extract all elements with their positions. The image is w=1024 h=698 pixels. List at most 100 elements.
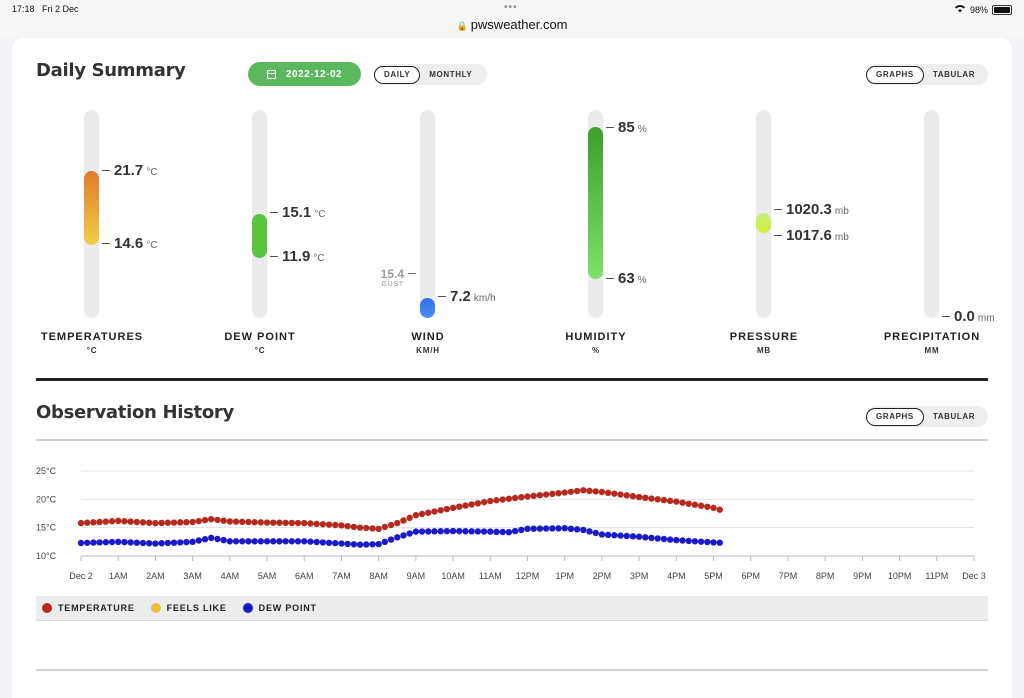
series-point <box>381 538 389 546</box>
series-point <box>214 535 221 543</box>
series-point <box>691 538 699 545</box>
main-card: Daily Summary 2022-12-02 DAILY MONTHLY G… <box>12 38 1012 698</box>
series-point <box>270 519 277 526</box>
x-tick-label: 1PM <box>555 571 574 581</box>
x-tick-label: Dec 2 <box>69 571 93 581</box>
series-point <box>536 491 544 499</box>
temperature-label: TEMPERATURES <box>40 331 144 343</box>
daily-summary-title: Daily Summary <box>36 60 186 81</box>
more-dots-icon[interactable]: ••• <box>504 2 518 13</box>
series-point <box>592 488 599 495</box>
series-point <box>177 539 184 546</box>
series-point <box>437 507 444 514</box>
series-point <box>369 525 376 532</box>
series-point <box>542 491 550 498</box>
series-point <box>282 538 289 545</box>
feels-like-legend-dot <box>150 603 161 613</box>
series-point <box>220 517 227 524</box>
series-point <box>356 524 364 531</box>
series-point <box>189 518 196 526</box>
series-point <box>183 518 190 526</box>
tabular-tab[interactable]: TABULAR <box>932 70 976 79</box>
series-point <box>611 490 618 497</box>
series-point <box>170 519 178 526</box>
series-point <box>505 495 513 502</box>
series-point <box>480 528 488 535</box>
series-point <box>294 519 302 527</box>
series-point <box>294 538 302 545</box>
series-point <box>387 521 395 529</box>
series-point <box>555 489 562 497</box>
graphs-tab[interactable]: GRAPHS <box>866 65 924 84</box>
series-point <box>493 528 500 536</box>
history-view-toggle: GRAPHS TABULAR <box>866 406 988 427</box>
daily-tab[interactable]: DAILY <box>374 65 421 84</box>
daily-view-toggle: GRAPHS TABULAR <box>866 64 988 85</box>
date-picker-button[interactable]: 2022-12-02 <box>248 62 361 86</box>
precipitation-value: 0.0 mm <box>942 308 995 325</box>
series-point <box>567 488 575 495</box>
series-point <box>499 528 506 536</box>
monthly-tab[interactable]: MONTHLY <box>429 70 473 79</box>
series-point <box>158 540 165 547</box>
series-point <box>493 497 500 504</box>
history-tabular-tab[interactable]: TABULAR <box>932 412 976 421</box>
series-point <box>604 531 612 539</box>
series-point <box>468 528 475 535</box>
series-point <box>679 499 686 506</box>
series-point <box>220 536 227 544</box>
x-tick-label: 5PM <box>704 571 723 581</box>
footer-rule <box>36 669 988 671</box>
series-point <box>716 506 723 513</box>
x-tick-label: 1AM <box>109 571 128 581</box>
legend-feels-like[interactable]: FEELS LIKE <box>150 603 227 613</box>
series-point <box>257 538 265 545</box>
wind-track <box>420 110 435 318</box>
series-point <box>542 525 550 532</box>
series-point <box>96 518 103 526</box>
series-point <box>660 535 668 543</box>
series-point <box>189 538 196 546</box>
series-point <box>90 519 97 526</box>
observation-chart[interactable]: 25°C 20°C 15°C 10°C Dec 2 1AM 2AM 3AM 4AM 5AM 6AM 7… <box>12 458 1012 593</box>
humidity-high: 85% <box>606 119 647 136</box>
legend-dew-point[interactable]: DEW POINT <box>242 603 317 613</box>
x-tick-label: 7PM <box>779 571 798 581</box>
series-point <box>499 496 506 503</box>
series-point <box>263 519 271 526</box>
temperature-unit-label: °C <box>86 346 98 355</box>
pressure-track <box>756 110 771 318</box>
address-bar[interactable]: 🔒 pwsweather.com <box>0 17 1024 32</box>
series-point <box>239 518 246 526</box>
precipitation-unit-label: MM <box>924 346 940 355</box>
series-point <box>263 538 271 545</box>
series-point <box>319 539 327 546</box>
series-point <box>518 526 525 534</box>
series-point <box>635 493 643 501</box>
series-point <box>394 534 401 541</box>
legend-temperature[interactable]: TEMPERATURE <box>42 603 135 613</box>
series-point <box>648 534 655 542</box>
series-point <box>406 530 413 537</box>
y-tick-label: 10°C <box>36 551 57 561</box>
humidity-unit-label: % <box>592 346 600 355</box>
section-divider <box>36 378 988 381</box>
battery-percent: 98% <box>969 4 988 15</box>
x-tick-label: 3PM <box>630 571 649 581</box>
series-point <box>115 538 122 546</box>
series-point <box>84 519 91 526</box>
gust-label: GUST <box>381 281 404 288</box>
series-point <box>201 516 209 524</box>
series-point <box>90 539 97 546</box>
series-point <box>406 514 413 522</box>
series-point <box>642 534 649 541</box>
wind-label: WIND <box>411 331 445 343</box>
series-point <box>418 510 426 518</box>
series-point <box>313 538 320 546</box>
series-point <box>580 487 587 494</box>
x-tick-label: 6PM <box>741 571 760 581</box>
series-point <box>456 527 463 535</box>
history-graphs-tab[interactable]: GRAPHS <box>866 407 924 426</box>
dew-point-high: 15.1 °C <box>270 204 325 221</box>
temperature-low: 14.6 °C <box>102 235 157 252</box>
